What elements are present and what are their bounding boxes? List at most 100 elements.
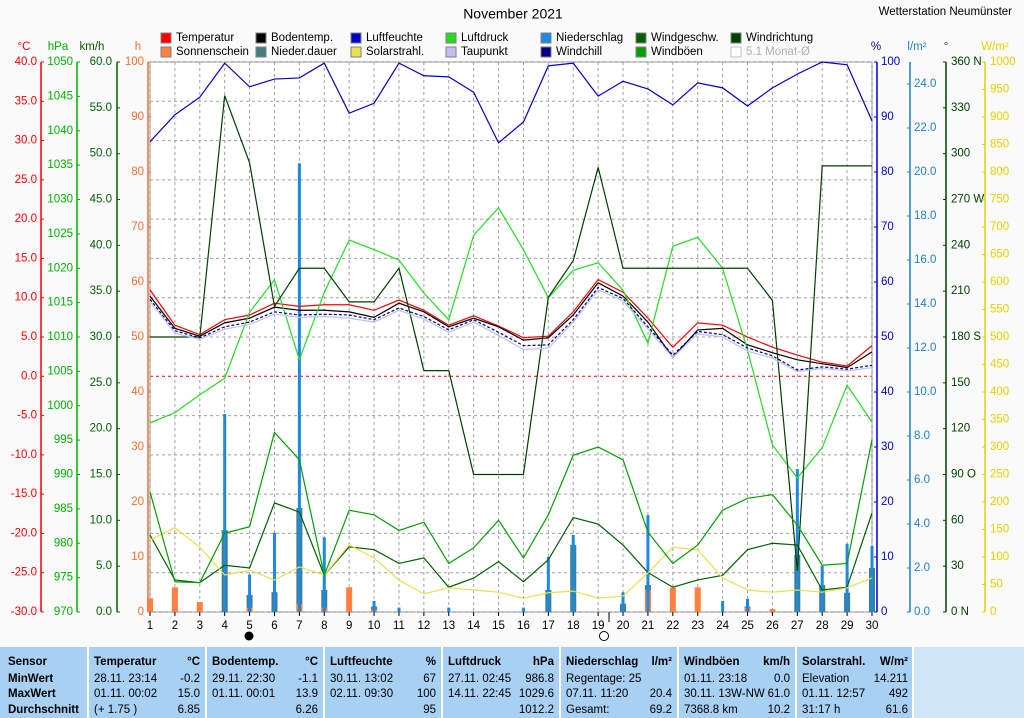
legend-swatch <box>730 32 742 44</box>
tick-label: 1045 <box>47 90 73 102</box>
cell-left: 7368.8 km <box>684 704 738 716</box>
tick-label: 250 <box>990 469 1009 481</box>
tick-label: 650 <box>990 249 1009 261</box>
x-tick-label: 22 <box>666 620 679 632</box>
cell-left: 27.11. 02:45 <box>448 673 511 685</box>
x-tick-label: 21 <box>642 620 655 632</box>
tick-label: 0 <box>881 606 887 618</box>
tick-label: 450 <box>990 359 1009 371</box>
tick-label: 0.0 <box>21 370 37 382</box>
legend-label: Temperatur <box>176 32 234 44</box>
cell-right: 14.211 <box>874 673 908 685</box>
row-label: MaxWert <box>8 688 56 700</box>
tick-label: 8.0 <box>914 430 930 442</box>
legend-label: Windrichtung <box>746 32 813 44</box>
legend-swatch <box>350 46 362 58</box>
tick-label: 200 <box>990 496 1009 508</box>
column-unit: km/h <box>763 656 790 668</box>
bar <box>171 587 178 612</box>
column-header: Temperatur <box>94 656 157 668</box>
tick-label: 16.0 <box>914 254 936 266</box>
tick-label: 20.0 <box>15 213 37 225</box>
tick-label: 40 <box>131 386 144 398</box>
cell-left: (+ 1.75 ) <box>94 704 137 716</box>
x-tick-label: 19 <box>592 620 605 632</box>
moon-new <box>244 631 254 641</box>
x-tick-label: 1 <box>147 620 153 632</box>
tick-label: 150 <box>990 524 1009 536</box>
x-tick-label: 24 <box>716 620 729 632</box>
tick-label: 180 S <box>951 331 981 343</box>
tick-label: 80 <box>881 166 894 178</box>
x-tick-label: 2 <box>172 620 178 632</box>
tick-label: 1025 <box>47 228 73 240</box>
bar <box>795 469 799 612</box>
tick-label: 30.0 <box>15 135 37 147</box>
x-tick-label: 30 <box>866 620 879 632</box>
bar <box>694 587 701 612</box>
tick-label: 25.0 <box>15 174 37 186</box>
cell-left: 01.11. 23:18 <box>684 673 747 685</box>
column-unit: % <box>426 656 436 668</box>
x-tick-label: 18 <box>567 620 580 632</box>
tick-label: 350 <box>990 414 1009 426</box>
tick-label: 15.0 <box>90 469 112 481</box>
legend-label: Windgeschw. <box>651 32 719 44</box>
chart-title: November 2021 <box>463 6 563 22</box>
axis-unit: W/m² <box>981 41 1009 53</box>
cell-left: 02.11. 09:30 <box>330 688 393 700</box>
bar <box>669 587 676 612</box>
tick-label: 90 <box>131 111 144 123</box>
tick-label: 800 <box>990 166 1009 178</box>
column-header: Luftfeuchte <box>330 656 393 668</box>
tick-label: 15.0 <box>15 252 37 264</box>
x-tick-label: 12 <box>417 620 430 632</box>
tick-label: 45.0 <box>90 194 112 206</box>
bar <box>196 602 203 612</box>
row-label: Sensor <box>8 656 48 668</box>
x-tick-label: 13 <box>442 620 455 632</box>
bar <box>272 532 276 612</box>
x-tick-label: 10 <box>368 620 381 632</box>
cell-left: 07.11. 11:20 <box>566 688 628 700</box>
line-series <box>149 502 873 591</box>
legend-swatch <box>635 46 647 58</box>
bar <box>147 598 153 612</box>
tick-label: 1000 <box>990 56 1016 68</box>
tick-label: 60 <box>951 514 964 526</box>
legend-swatch <box>160 32 172 44</box>
tick-label: 30.0 <box>90 331 112 343</box>
legend-label: Windchill <box>556 46 602 58</box>
legend-label: Bodentemp. <box>271 32 333 44</box>
cell-left: 01.11. 00:01 <box>212 688 275 700</box>
tick-label: 70 <box>131 221 144 233</box>
tick-label: 550 <box>990 304 1009 316</box>
x-tick-label: 3 <box>197 620 203 632</box>
tick-label: 90 O <box>951 469 976 481</box>
tick-label: 50 <box>131 331 144 343</box>
line-series <box>149 431 873 584</box>
cell-left: 30.11. 13:02 <box>330 673 393 685</box>
legend-label: Solarstrahl. <box>366 46 424 58</box>
bar <box>870 546 874 612</box>
tick-label: 35.0 <box>90 285 112 297</box>
tick-label: 20 <box>881 496 894 508</box>
table-bg-right <box>913 647 1024 718</box>
tick-label: -15.0 <box>11 488 37 500</box>
cell-right: 986.8 <box>525 673 554 685</box>
bar <box>223 414 227 612</box>
x-tick-label: 7 <box>296 620 302 632</box>
tick-label: 5.0 <box>21 331 37 343</box>
column-header: Solarstrahl. <box>802 656 865 668</box>
line-series <box>149 278 873 367</box>
tick-label: 1015 <box>47 297 73 309</box>
tick-label: 240 <box>951 239 970 251</box>
tick-label: 1035 <box>47 159 73 171</box>
line-series <box>149 282 873 369</box>
cell-right: -1.1 <box>298 673 318 685</box>
x-tick-label: 15 <box>492 620 505 632</box>
tick-label: 300 <box>951 148 970 160</box>
column-header: Windböen <box>684 656 739 668</box>
tick-label: 0 N <box>951 606 969 618</box>
axis-unit: h <box>135 41 141 53</box>
